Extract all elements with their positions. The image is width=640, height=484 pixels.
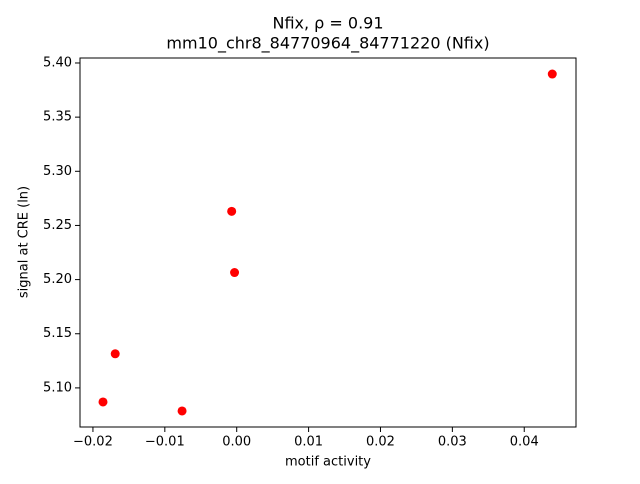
y-tick-label: 5.30 bbox=[43, 164, 72, 179]
y-tick-label: 5.25 bbox=[43, 218, 72, 233]
y-tick-label: 5.15 bbox=[43, 326, 72, 341]
y-tick-label: 5.10 bbox=[43, 380, 72, 395]
x-tick-label: −0.02 bbox=[73, 435, 113, 450]
plot-frame bbox=[79, 57, 577, 428]
y-tick-label: 5.40 bbox=[43, 55, 72, 70]
point bbox=[177, 406, 187, 416]
x-tick-label: −0.01 bbox=[145, 435, 185, 450]
x-tick-label: 0.01 bbox=[294, 435, 323, 450]
point bbox=[98, 397, 108, 407]
x-tick-label: 0.04 bbox=[510, 435, 539, 450]
x-tick-label: 0.03 bbox=[438, 435, 467, 450]
x-tick-label: 0.02 bbox=[366, 435, 395, 450]
point bbox=[547, 69, 557, 79]
point bbox=[110, 349, 120, 359]
y-tick-label: 5.20 bbox=[43, 272, 72, 287]
x-axis-label: motif activity bbox=[285, 455, 371, 470]
x-tick-label: 0.00 bbox=[222, 435, 251, 450]
point bbox=[230, 268, 240, 278]
chart-subtitle: mm10_chr8_84770964_84771220 (Nfix) bbox=[166, 34, 489, 54]
y-tick-label: 5.35 bbox=[43, 110, 72, 125]
point bbox=[227, 206, 237, 216]
chart-title: Nfix, ρ = 0.91 bbox=[272, 14, 383, 33]
y-axis-label: signal at CRE (ln) bbox=[17, 186, 32, 298]
